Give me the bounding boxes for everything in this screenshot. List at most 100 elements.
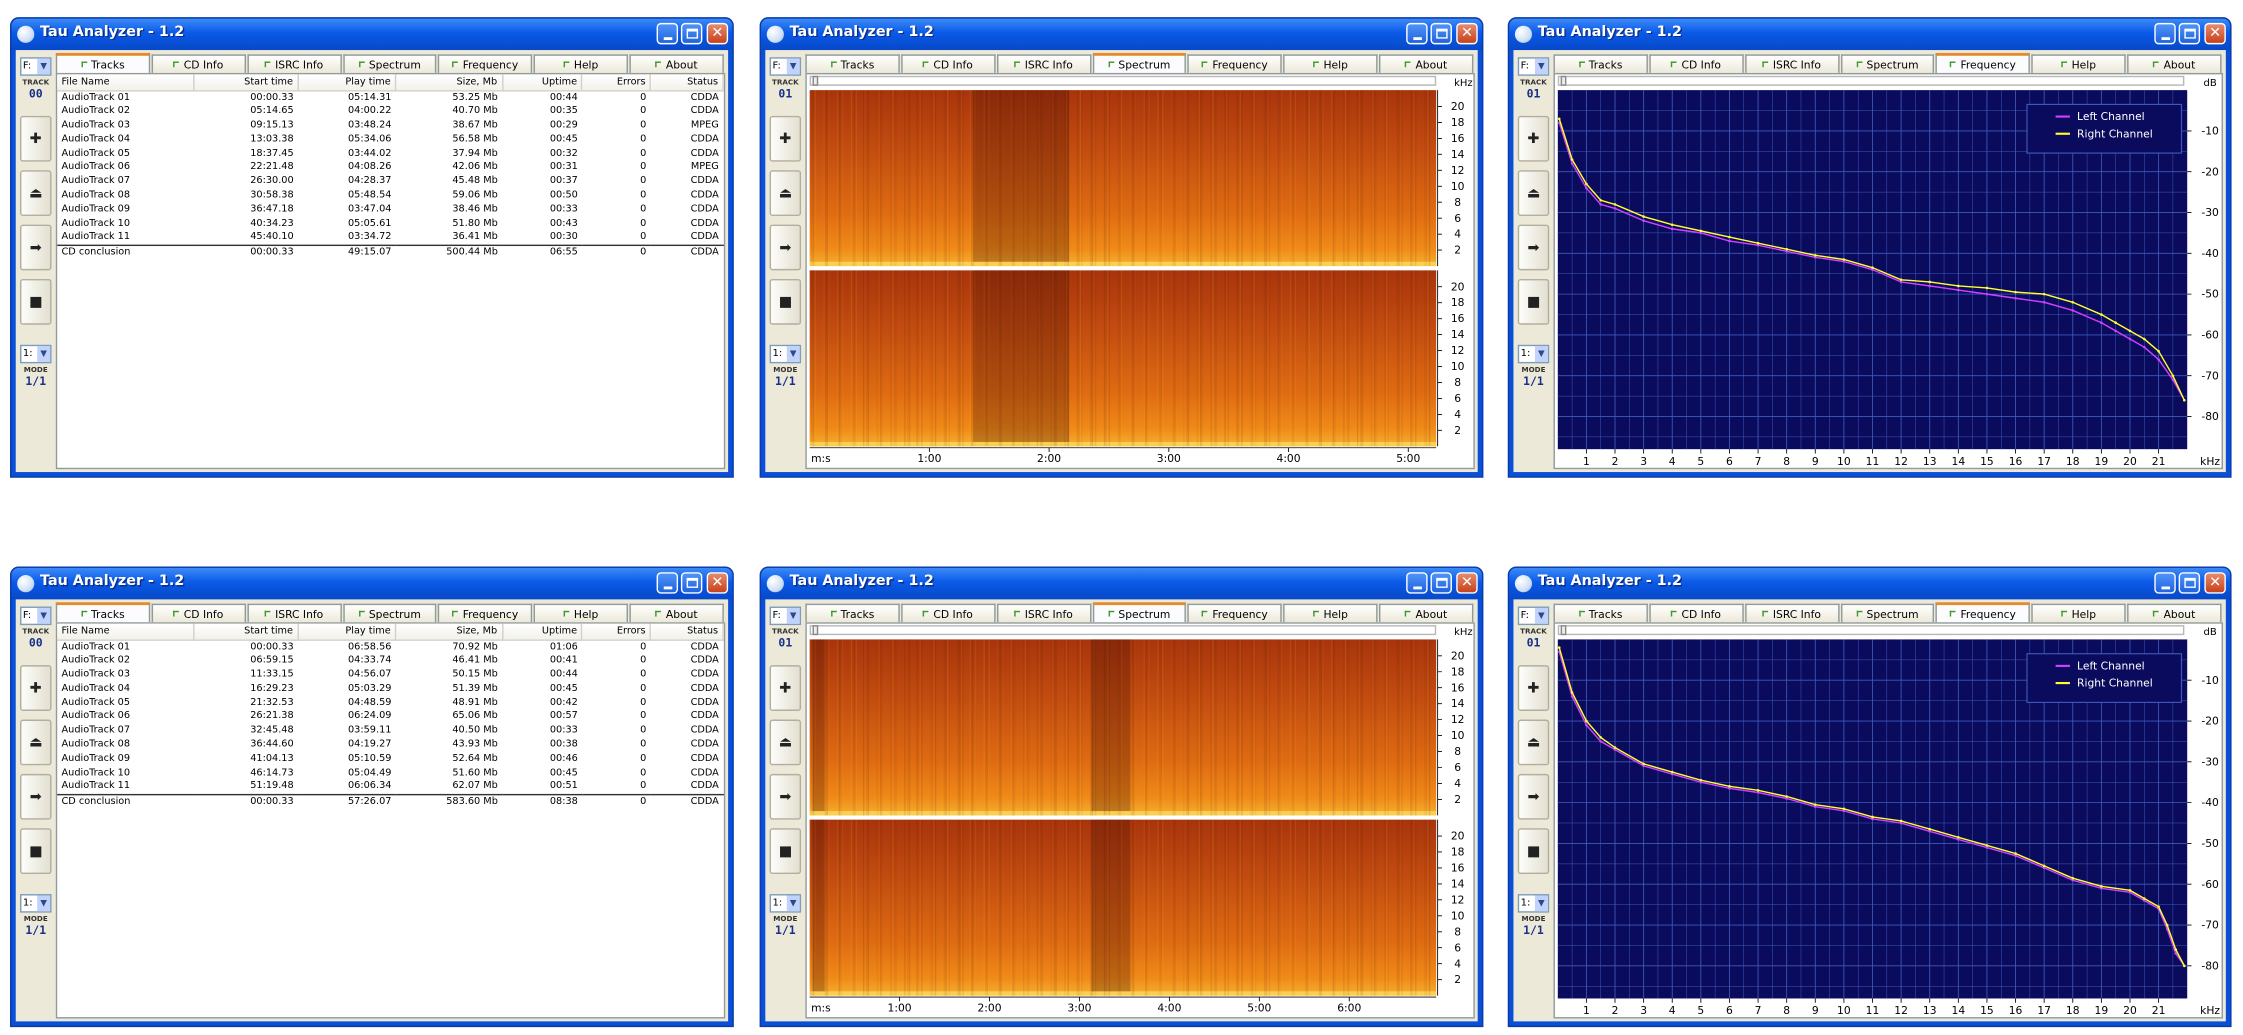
drive-select[interactable]: F: ▼ xyxy=(1517,57,1550,76)
table-row[interactable]: AudioTrack 10 40:34.23 05:05.61 51.80 Mb 00:… xyxy=(57,217,723,231)
tab-cd-info[interactable]: CD Info xyxy=(151,603,246,623)
tab-isrc-info[interactable]: ISRC Info xyxy=(996,603,1091,623)
tab-about[interactable]: About xyxy=(1379,603,1474,623)
title-bar[interactable]: Tau Analyzer - 1.2 ✕ xyxy=(11,18,733,51)
table-row[interactable]: AudioTrack 03 11:33.15 04:56.07 50.15 Mb 00:… xyxy=(57,668,723,682)
mode-select[interactable]: 1: ▼ xyxy=(1517,894,1550,913)
tab-cd-info[interactable]: CD Info xyxy=(151,54,246,73)
minimize-button[interactable] xyxy=(1406,22,1428,45)
table-row[interactable]: AudioTrack 07 26:30.00 04:28.37 45.48 Mb 00:… xyxy=(57,175,723,189)
table-row[interactable]: AudioTrack 09 36:47.18 03:47.04 38.46 Mb 00:… xyxy=(57,203,723,217)
maximize-button[interactable] xyxy=(680,572,703,594)
position-slider[interactable] xyxy=(809,625,1437,636)
table-row[interactable]: AudioTrack 01 00:00.33 05:14.31 53.25 Mb 00:… xyxy=(57,90,723,105)
table-row[interactable]: AudioTrack 02 06:59.15 04:33.74 46.41 Mb 00:… xyxy=(57,654,723,668)
slider-thumb[interactable] xyxy=(1560,625,1567,636)
eject-button[interactable]: ⏏ xyxy=(769,170,802,217)
table-row[interactable]: AudioTrack 08 36:44.60 04:19.27 43.93 Mb 00:… xyxy=(57,738,723,752)
add-button[interactable]: ✚ xyxy=(1517,115,1550,162)
minimize-button[interactable] xyxy=(2154,22,2176,45)
eject-button[interactable]: ⏏ xyxy=(1517,719,1550,766)
maximize-button[interactable] xyxy=(680,22,703,45)
close-button[interactable]: ✕ xyxy=(706,22,729,45)
column-header[interactable]: Uptime xyxy=(502,74,583,91)
table-row[interactable]: AudioTrack 08 30:58.38 05:48.54 59.06 Mb 00:… xyxy=(57,189,723,203)
add-button[interactable]: ✚ xyxy=(20,115,52,162)
tab-frequency[interactable]: Frequency xyxy=(1187,603,1283,623)
mode-select[interactable]: 1: ▼ xyxy=(20,894,52,913)
column-header[interactable]: Errors xyxy=(582,623,652,641)
maximize-button[interactable] xyxy=(2178,22,2201,45)
column-header[interactable]: Start time xyxy=(194,623,299,641)
tab-frequency[interactable]: Frequency xyxy=(1187,54,1283,73)
eject-button[interactable]: ⏏ xyxy=(20,719,52,766)
tab-help[interactable]: Help xyxy=(533,54,629,73)
table-row[interactable]: AudioTrack 10 46:14.73 05:04.49 51.60 Mb 00:… xyxy=(57,766,723,780)
add-button[interactable]: ✚ xyxy=(20,665,52,711)
close-button[interactable]: ✕ xyxy=(1456,22,1478,45)
tab-isrc-info[interactable]: ISRC Info xyxy=(1744,54,1839,73)
close-button[interactable]: ✕ xyxy=(2204,22,2226,45)
table-row[interactable]: AudioTrack 11 51:19.48 06:06.34 62.07 Mb 00:… xyxy=(57,780,723,795)
tab-help[interactable]: Help xyxy=(2031,54,2126,73)
table-row[interactable]: AudioTrack 11 45:40.10 03:34.72 36.41 Mb 00:… xyxy=(57,231,723,246)
tab-tracks[interactable]: Tracks xyxy=(1553,54,1648,73)
tab-frequency[interactable]: Frequency xyxy=(438,54,533,73)
maximize-button[interactable] xyxy=(2178,572,2201,594)
eject-button[interactable]: ⏏ xyxy=(20,170,52,217)
table-row[interactable]: AudioTrack 04 13:03.38 05:34.06 56.58 Mb 00:… xyxy=(57,133,723,147)
mode-select[interactable]: 1: ▼ xyxy=(20,344,52,364)
column-header[interactable]: File Name xyxy=(57,74,195,91)
table-row[interactable]: AudioTrack 05 21:32.53 04:48.59 48.91 Mb 00:… xyxy=(57,696,723,710)
stop-button[interactable]: ■ xyxy=(20,278,52,325)
tab-tracks[interactable]: Tracks xyxy=(805,603,900,623)
tab-tracks[interactable]: Tracks xyxy=(805,54,900,73)
tab-spectrum[interactable]: Spectrum xyxy=(1840,603,1935,623)
add-button[interactable]: ✚ xyxy=(769,115,802,162)
eject-button[interactable]: ⏏ xyxy=(769,719,802,766)
next-button[interactable]: ➡ xyxy=(20,224,52,271)
drive-select[interactable]: F: ▼ xyxy=(20,57,52,76)
column-header[interactable]: Play time xyxy=(297,623,397,641)
tab-frequency[interactable]: Frequency xyxy=(438,603,533,623)
add-button[interactable]: ✚ xyxy=(769,665,802,711)
position-slider[interactable] xyxy=(1557,625,2185,636)
next-button[interactable]: ➡ xyxy=(1517,773,1550,820)
column-header[interactable]: File Name xyxy=(57,623,195,641)
tab-cd-info[interactable]: CD Info xyxy=(901,54,996,73)
tab-about[interactable]: About xyxy=(629,603,724,623)
table-row[interactable]: AudioTrack 05 18:37.45 03:44.02 37.94 Mb 00:… xyxy=(57,147,723,161)
tab-about[interactable]: About xyxy=(1379,54,1474,73)
tab-frequency[interactable]: Frequency xyxy=(1936,602,2031,623)
stop-button[interactable]: ■ xyxy=(769,278,802,325)
column-header[interactable]: Uptime xyxy=(502,623,583,641)
close-button[interactable]: ✕ xyxy=(1456,572,1478,594)
minimize-button[interactable] xyxy=(656,22,679,45)
table-row[interactable]: AudioTrack 03 09:15.13 03:48.24 38.67 Mb 00:… xyxy=(57,119,723,133)
tab-cd-info[interactable]: CD Info xyxy=(1649,54,1744,73)
table-row[interactable]: AudioTrack 04 16:29.23 05:03.29 51.39 Mb 00:… xyxy=(57,682,723,696)
tab-isrc-info[interactable]: ISRC Info xyxy=(1744,603,1839,623)
stop-button[interactable]: ■ xyxy=(20,828,52,875)
column-header[interactable]: Errors xyxy=(582,74,652,91)
column-header[interactable]: Size, Mb xyxy=(395,623,503,641)
tab-cd-info[interactable]: CD Info xyxy=(901,603,996,623)
column-header[interactable]: Status xyxy=(650,623,724,641)
table-row[interactable]: AudioTrack 06 22:21.48 04:08.26 42.06 Mb 00:… xyxy=(57,161,723,175)
table-row[interactable]: AudioTrack 06 26:21.38 06:24.09 65.06 Mb 00:… xyxy=(57,710,723,724)
table-row[interactable]: AudioTrack 09 41:04.13 05:10.59 52.64 Mb 00:… xyxy=(57,752,723,766)
tab-spectrum[interactable]: Spectrum xyxy=(1092,52,1187,73)
tab-about[interactable]: About xyxy=(2127,603,2222,623)
cd-conclusion-row[interactable]: CD conclusion 00:00.33 49:15.07 500.44 Mb 06… xyxy=(57,244,724,261)
cd-conclusion-row[interactable]: CD conclusion 00:00.33 57:26.07 583.60 Mb 08… xyxy=(57,794,724,810)
stop-button[interactable]: ■ xyxy=(1517,278,1550,325)
slider-thumb[interactable] xyxy=(812,625,819,636)
stop-button[interactable]: ■ xyxy=(769,828,802,875)
tab-isrc-info[interactable]: ISRC Info xyxy=(996,54,1091,73)
mode-select[interactable]: 1: ▼ xyxy=(1517,344,1550,364)
slider-thumb[interactable] xyxy=(812,75,819,86)
title-bar[interactable]: Tau Analyzer - 1.2 ✕ xyxy=(11,567,733,600)
next-button[interactable]: ➡ xyxy=(769,773,802,820)
next-button[interactable]: ➡ xyxy=(1517,224,1550,271)
title-bar[interactable]: Tau Analyzer - 1.2 ✕ xyxy=(761,18,1482,51)
